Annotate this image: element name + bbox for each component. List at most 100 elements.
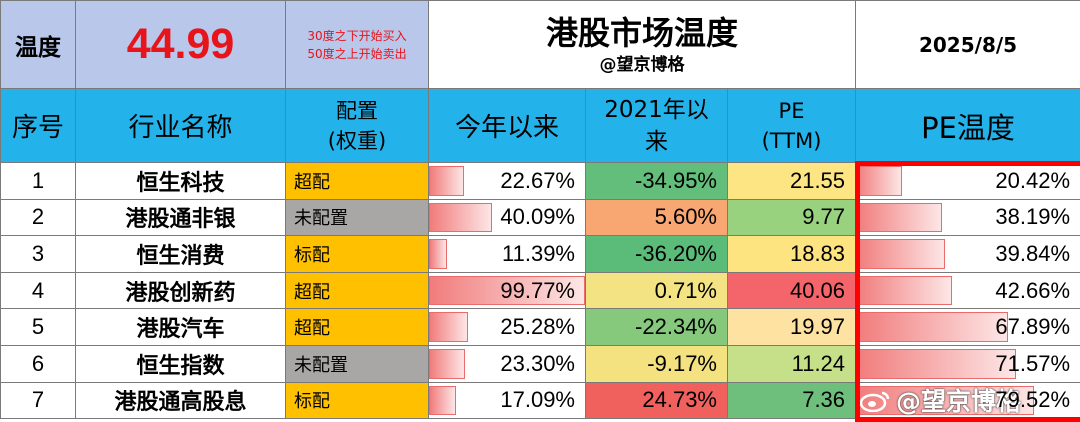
pe-temp-value: 20.42% bbox=[995, 167, 1071, 193]
table-row: 5 港股汽车 超配 25.28% -22.34% 19.97 67.89% bbox=[0, 308, 1080, 346]
pe-temp-bar bbox=[856, 166, 902, 196]
ytd-bar bbox=[429, 348, 466, 379]
pe-cell: 9.77 bbox=[726, 198, 857, 237]
watermark: @望京博格 bbox=[860, 382, 1021, 418]
row-index: 7 bbox=[0, 381, 76, 420]
pe-cell: 40.06 bbox=[726, 271, 857, 310]
since2021-cell: -36.20% bbox=[585, 235, 728, 273]
sell-rule: 50度之上开始卖出 bbox=[307, 46, 407, 61]
ytd-cell: 40.09% bbox=[428, 198, 586, 237]
col-since2021-line2: 来 bbox=[645, 128, 668, 155]
page-title: 港股市场温度 bbox=[546, 13, 739, 52]
allocation: 超配 bbox=[285, 308, 429, 346]
allocation: 超配 bbox=[285, 271, 429, 310]
ytd-cell: 23.30% bbox=[428, 344, 586, 383]
ytd-cell: 25.28% bbox=[428, 308, 586, 346]
allocation: 标配 bbox=[285, 381, 429, 420]
pe-temp-cell: 42.66% bbox=[855, 271, 1080, 310]
ytd-value: 22.67% bbox=[500, 167, 575, 193]
row-index: 2 bbox=[0, 198, 76, 237]
pe-cell: 7.36 bbox=[726, 381, 857, 420]
col-alloc-line1: 配置 bbox=[336, 98, 378, 123]
since2021-cell: 0.71% bbox=[585, 271, 728, 310]
industry-name: 港股汽车 bbox=[75, 308, 286, 346]
industry-name: 恒生指数 bbox=[75, 344, 286, 383]
weibo-icon bbox=[860, 391, 890, 412]
row-index: 4 bbox=[0, 271, 76, 310]
since2021-cell: -34.95% bbox=[585, 162, 728, 200]
temperature-value: 44.99 bbox=[75, 0, 286, 89]
since2021-cell: -9.17% bbox=[585, 344, 728, 383]
since2021-cell: 24.73% bbox=[585, 381, 728, 420]
pe-temp-value: 67.89% bbox=[995, 314, 1071, 340]
pe-temp-value: 71.57% bbox=[995, 350, 1071, 376]
date: 2025/8/5 bbox=[855, 0, 1080, 89]
col-alloc-line2: (权重) bbox=[327, 128, 387, 153]
pe-temp-value: 38.19% bbox=[995, 204, 1071, 230]
pe-temp-bar bbox=[856, 239, 946, 269]
pe-cell: 18.83 bbox=[726, 235, 857, 273]
table-row: 6 恒生指数 未配置 23.30% -9.17% 11.24 71.57% bbox=[0, 344, 1080, 383]
industry-name: 港股创新药 bbox=[75, 271, 286, 310]
ytd-value: 23.30% bbox=[500, 350, 575, 376]
ytd-value: 17.09% bbox=[500, 387, 575, 413]
pe-temp-bar bbox=[856, 275, 952, 306]
col-index-header: 序号 bbox=[0, 88, 76, 163]
ytd-bar bbox=[429, 275, 585, 306]
pe-temp-cell: 71.57% bbox=[855, 344, 1080, 383]
pe-cell: 19.97 bbox=[726, 308, 857, 346]
since2021-cell: 5.60% bbox=[585, 198, 728, 237]
pe-temp-bar bbox=[856, 385, 1035, 416]
col-pe-line2: (TTM) bbox=[761, 128, 822, 153]
pe-temp-cell: 39.84% bbox=[855, 235, 1080, 273]
pe-cell: 11.24 bbox=[726, 344, 857, 383]
pe-temp-value: 79.52% bbox=[995, 387, 1071, 413]
pe-cell: 21.55 bbox=[726, 162, 857, 200]
table-row: 7 港股通高股息 标配 17.09% 24.73% 7.36 79.52% bbox=[0, 381, 1080, 420]
col-pe-line1: PE bbox=[778, 98, 805, 123]
ytd-bar bbox=[429, 202, 492, 233]
col-pe-temp-header: PE温度 bbox=[855, 88, 1080, 163]
row-index: 1 bbox=[0, 162, 76, 200]
col-alloc-header: 配置 (权重) bbox=[285, 88, 429, 163]
col-since2021-header: 2021年以 来 bbox=[585, 88, 728, 163]
table-row: 4 港股创新药 超配 99.77% 0.71% 40.06 42.66% bbox=[0, 271, 1080, 310]
author: @望京博格 bbox=[599, 54, 685, 75]
since2021-cell: -22.34% bbox=[585, 308, 728, 346]
ytd-cell: 99.77% bbox=[428, 271, 586, 310]
pe-temp-cell: 38.19% bbox=[855, 198, 1080, 237]
ytd-cell: 11.39% bbox=[428, 235, 586, 273]
industry-name: 恒生科技 bbox=[75, 162, 286, 200]
table-row: 3 恒生消费 标配 11.39% -36.20% 18.83 39.84% bbox=[0, 235, 1080, 273]
industry-name: 港股通非银 bbox=[75, 198, 286, 237]
ytd-value: 40.09% bbox=[500, 204, 575, 230]
watermark-text: @望京博格 bbox=[896, 387, 1022, 416]
pe-temp-cell: 20.42% bbox=[855, 162, 1080, 200]
row-index: 6 bbox=[0, 344, 76, 383]
col-ytd-header: 今年以来 bbox=[428, 88, 586, 163]
ytd-value: 11.39% bbox=[502, 240, 575, 266]
pe-temp-cell: 67.89% bbox=[855, 308, 1080, 346]
pe-temp-bar bbox=[856, 312, 1009, 342]
industry-name: 恒生消费 bbox=[75, 235, 286, 273]
ytd-bar bbox=[429, 312, 469, 342]
col-pe-header: PE (TTM) bbox=[726, 88, 857, 163]
allocation: 未配置 bbox=[285, 344, 429, 383]
trade-rule: 30度之下开始买入 50度之上开始卖出 bbox=[285, 0, 429, 89]
pe-temp-bar bbox=[856, 348, 1017, 379]
allocation: 标配 bbox=[285, 235, 429, 273]
ytd-cell: 22.67% bbox=[428, 162, 586, 200]
col-since2021-line1: 2021年以 bbox=[604, 96, 709, 123]
ytd-bar bbox=[429, 239, 447, 269]
industry-name: 港股通高股息 bbox=[75, 381, 286, 420]
pe-temp-value: 42.66% bbox=[995, 277, 1071, 303]
temperature-label: 温度 bbox=[0, 0, 76, 89]
title-block: 港股市场温度 @望京博格 bbox=[427, 0, 857, 89]
allocation: 未配置 bbox=[285, 198, 429, 237]
table-row: 2 港股通非银 未配置 40.09% 5.60% 9.77 38.19% bbox=[0, 198, 1080, 237]
row-index: 5 bbox=[0, 308, 76, 346]
pe-temp-value: 39.84% bbox=[995, 240, 1071, 266]
allocation: 超配 bbox=[285, 162, 429, 200]
ytd-bar bbox=[429, 166, 465, 196]
